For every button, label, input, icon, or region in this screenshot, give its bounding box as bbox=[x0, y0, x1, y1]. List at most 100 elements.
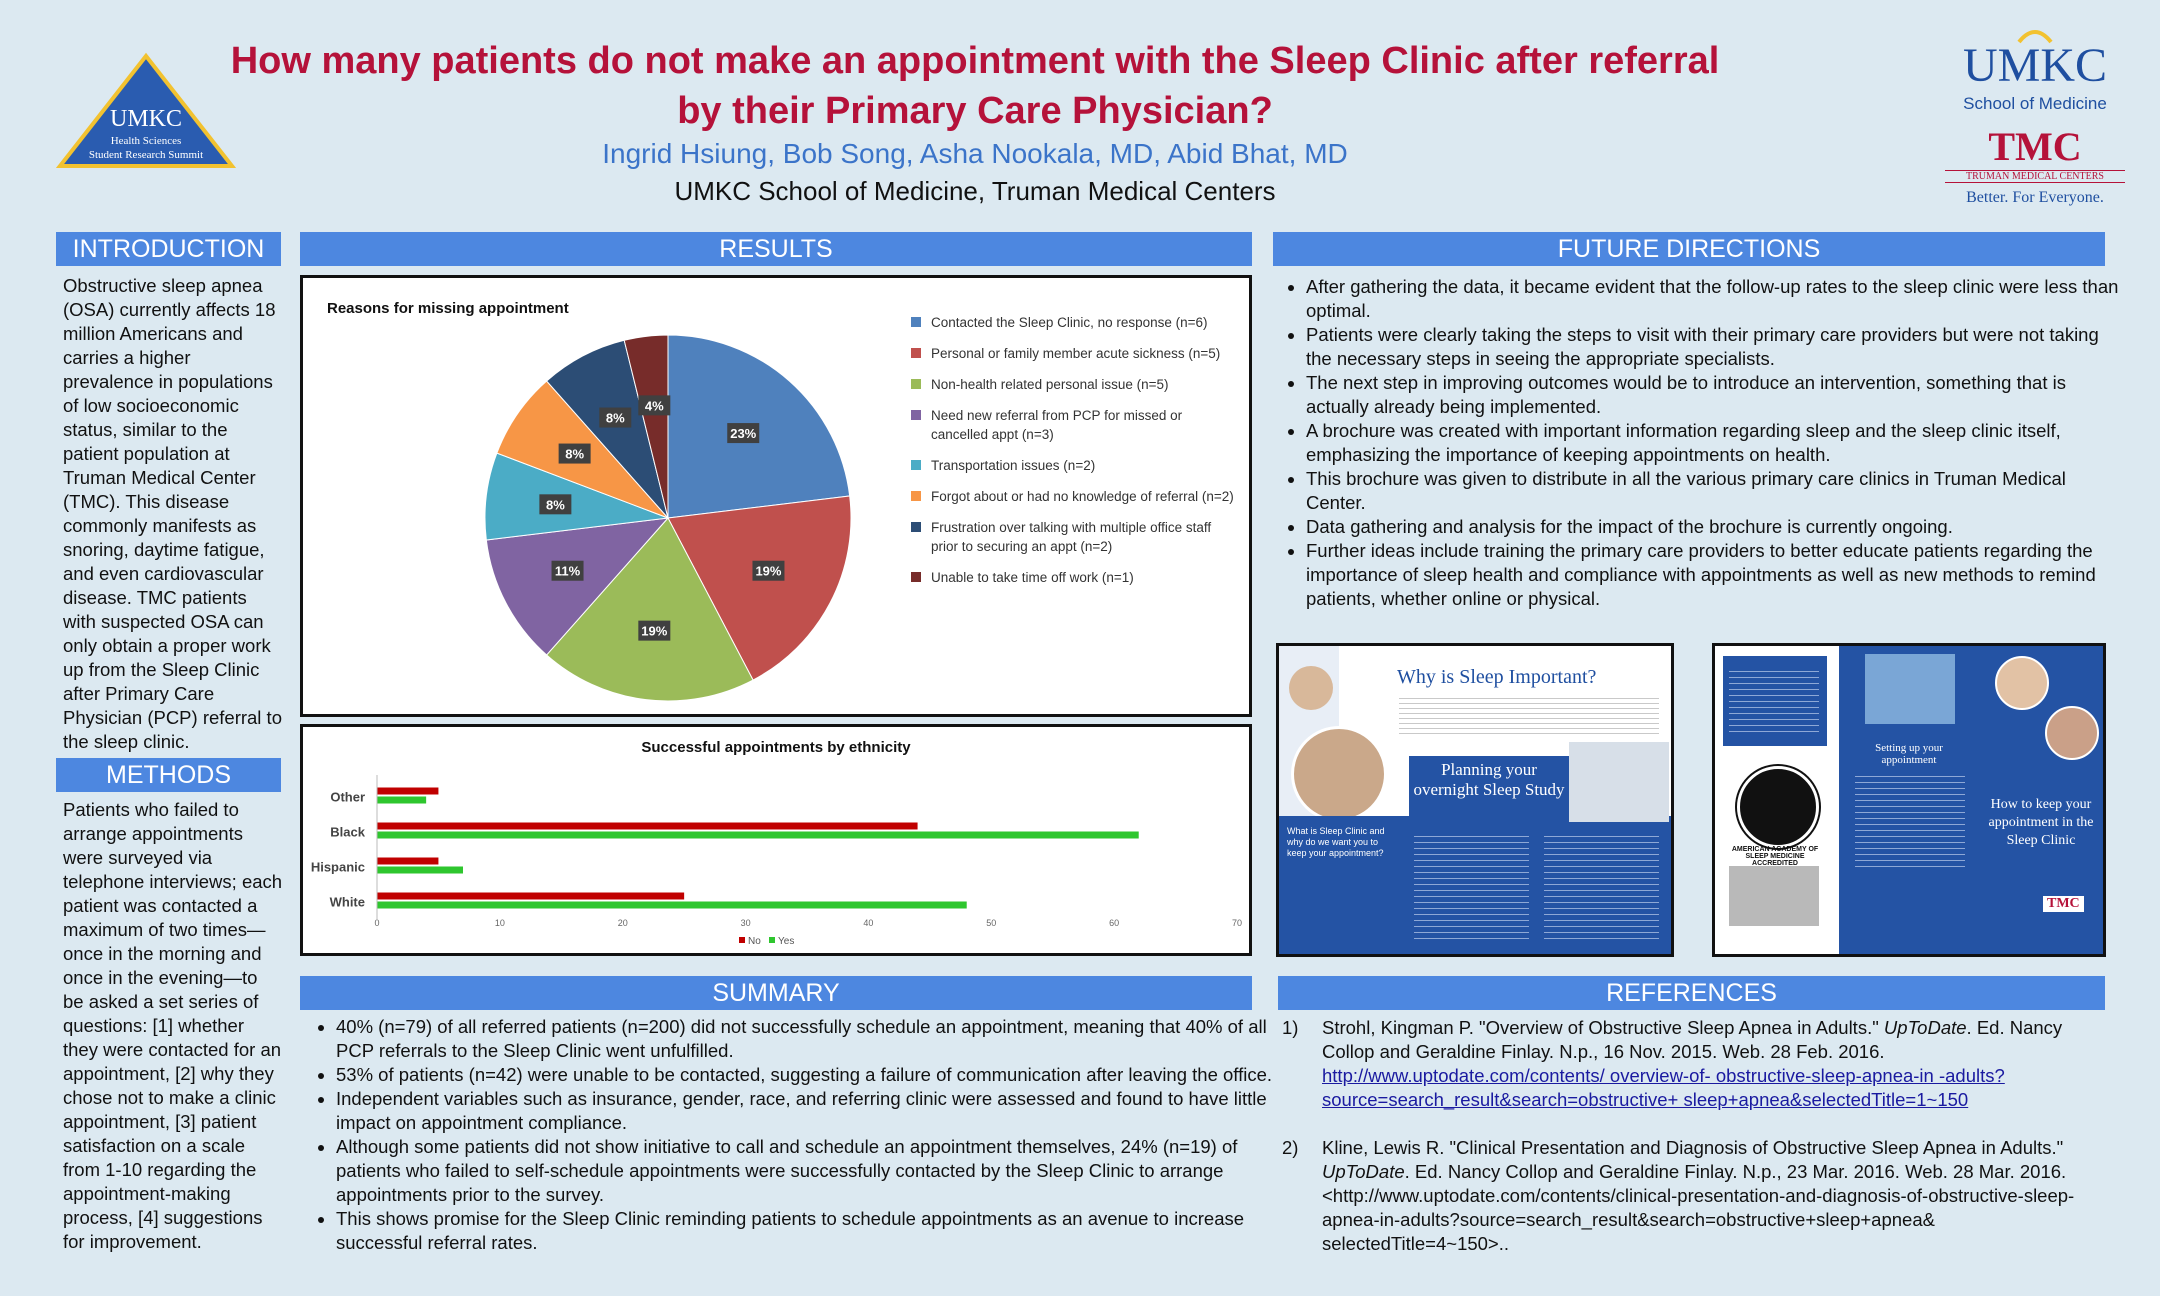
pie-data-label-bg bbox=[551, 560, 584, 581]
pie-data-label-bg bbox=[752, 560, 785, 581]
pie-data-label: 8% bbox=[606, 411, 625, 426]
pie-data-label: 23% bbox=[730, 426, 756, 441]
summary-list: 40% (n=79) of all referred patients (n=2… bbox=[308, 1015, 1276, 1255]
future-directions-list: After gathering the data, it became evid… bbox=[1278, 275, 2128, 611]
methods-header: METHODS bbox=[56, 758, 281, 792]
bar-tick-label: 10 bbox=[495, 918, 505, 928]
bar-legend-swatch bbox=[769, 937, 775, 943]
pie-slice bbox=[545, 517, 754, 702]
legend-label: Contacted the Sleep Clinic, no response … bbox=[931, 315, 1208, 330]
legend-swatch bbox=[911, 491, 921, 501]
pie-chart-title: Reasons for missing appointment bbox=[327, 300, 569, 317]
pie-data-label: 19% bbox=[641, 624, 667, 639]
bar-yes bbox=[377, 796, 427, 804]
summary-item: 53% of patients (n=42) were unable to be… bbox=[336, 1063, 1276, 1087]
pie-legend-item: Personal or family member acute sickness… bbox=[911, 344, 1241, 363]
svg-text:Student Research Summit: Student Research Summit bbox=[89, 149, 203, 161]
pie-chart: 23% 19% 19% 11% 8% 8% 8% 4% bbox=[484, 334, 852, 702]
summary-item: Independent variables such as insurance,… bbox=[336, 1087, 1276, 1135]
pie-legend-item: Contacted the Sleep Clinic, no response … bbox=[911, 313, 1241, 332]
future-directions-header: FUTURE DIRECTIONS bbox=[1273, 232, 2105, 266]
bar-tick-label: 20 bbox=[618, 918, 628, 928]
pie-data-label-bg bbox=[558, 443, 591, 464]
future-direction-item: The next step in improving outcomes woul… bbox=[1306, 371, 2128, 419]
future-direction-item: After gathering the data, it became evid… bbox=[1306, 275, 2128, 323]
authors: Ingrid Hsiung, Bob Song, Asha Nookala, M… bbox=[602, 138, 1348, 169]
pie-data-label-bg bbox=[638, 395, 671, 416]
summary-item: Although some patients did not show init… bbox=[336, 1135, 1276, 1207]
bar-tick-label: 60 bbox=[1109, 918, 1119, 928]
legend-label: Unable to take time off work (n=1) bbox=[931, 570, 1134, 585]
reference-link[interactable]: http://www.uptodate.com/contents/ overvi… bbox=[1322, 1065, 2005, 1110]
pie-slice bbox=[623, 334, 669, 519]
bar-tick-label: 0 bbox=[374, 918, 379, 928]
bar-chart-panel: Successful appointments by ethnicity Oth… bbox=[300, 724, 1252, 956]
bar-no bbox=[377, 787, 439, 795]
aasm-seal bbox=[1737, 766, 1819, 848]
bar-yes bbox=[377, 866, 463, 874]
legend-swatch bbox=[911, 348, 921, 358]
legend-label: Transportation issues (n=2) bbox=[931, 458, 1096, 473]
legend-swatch bbox=[911, 317, 921, 327]
bar-legend-label: Yes bbox=[778, 936, 794, 947]
legend-label: Personal or family member acute sickness… bbox=[931, 346, 1221, 361]
pie-data-label-bg bbox=[727, 423, 760, 444]
tmc-logo: TMC TRUMAN MEDICAL CENTERS Better. For E… bbox=[1935, 126, 2135, 207]
pie-legend-item: Frustration over talking with multiple o… bbox=[911, 518, 1241, 556]
future-direction-item: Further ideas include training the prima… bbox=[1306, 539, 2128, 611]
future-direction-item: Patients were clearly taking the steps t… bbox=[1306, 323, 2128, 371]
bar-legend-swatch bbox=[739, 937, 745, 943]
bar-no bbox=[377, 822, 918, 830]
results-header: RESULTS bbox=[300, 232, 1252, 266]
bar-tick-label: 30 bbox=[741, 918, 751, 928]
bar-category-label: Hispanic bbox=[311, 860, 365, 875]
future-direction-item: Data gathering and analysis for the impa… bbox=[1306, 515, 2128, 539]
umkc-som-logo: UMKC School of Medicine bbox=[1945, 22, 2125, 122]
summary-header: SUMMARY bbox=[300, 976, 1252, 1010]
pie-legend: Contacted the Sleep Clinic, no response … bbox=[911, 313, 1241, 599]
summary-item: 40% (n=79) of all referred patients (n=2… bbox=[336, 1015, 1276, 1063]
bar-category-label: Other bbox=[330, 790, 365, 805]
legend-swatch bbox=[911, 572, 921, 582]
bar-category-label: White bbox=[330, 895, 365, 910]
methods-text: Patients who failed to arrange appointme… bbox=[63, 799, 283, 1252]
pie-legend-item: Need new referral from PCP for missed or… bbox=[911, 406, 1241, 444]
brochure-left: Why is Sleep Important? Planning your ov… bbox=[1276, 643, 1674, 957]
introduction-header: INTRODUCTION bbox=[56, 232, 281, 266]
reference-item: 2) Kline, Lewis R. "Clinical Presentatio… bbox=[1282, 1137, 2075, 1254]
pie-legend-item: Transportation issues (n=2) bbox=[911, 456, 1241, 475]
legend-label: Non-health related personal issue (n=5) bbox=[931, 377, 1169, 392]
bar-category-label: Black bbox=[330, 825, 365, 840]
legend-swatch bbox=[911, 410, 921, 420]
pie-legend-item: Non-health related personal issue (n=5) bbox=[911, 375, 1241, 394]
pie-data-label-bg bbox=[599, 407, 632, 428]
svg-text:UMKC: UMKC bbox=[110, 106, 182, 132]
bar-tick-label: 70 bbox=[1232, 918, 1242, 928]
pie-chart-panel: Reasons for missing appointment 23% 19% 19… bbox=[300, 275, 1252, 717]
references-list: 1) Strohl, Kingman P. "Overview of Obstr… bbox=[1282, 1016, 2098, 1280]
pie-data-label: 19% bbox=[755, 564, 781, 579]
legend-swatch bbox=[911, 379, 921, 389]
bar-tick-label: 40 bbox=[863, 918, 873, 928]
pie-data-label-bg bbox=[638, 620, 671, 641]
pie-legend-item: Forgot about or had no knowledge of refe… bbox=[911, 487, 1241, 506]
pie-data-label: 11% bbox=[555, 564, 581, 579]
bar-no bbox=[377, 892, 685, 900]
pie-slice bbox=[667, 495, 852, 681]
legend-label: Forgot about or had no knowledge of refe… bbox=[931, 489, 1234, 504]
bar-chart-title: Successful appointments by ethnicity bbox=[641, 739, 911, 756]
brochure-right: AMERICAN ACADEMY OF SLEEP MEDICINE ACCRE… bbox=[1712, 643, 2106, 957]
summary-item: This shows promise for the Sleep Clinic … bbox=[336, 1207, 1276, 1255]
pie-data-label: 8% bbox=[565, 447, 584, 462]
legend-swatch bbox=[911, 522, 921, 532]
pie-data-label: 8% bbox=[546, 497, 565, 512]
bar-no bbox=[377, 857, 439, 865]
summit-logo: UMKC Health Sciences Student Research Su… bbox=[55, 52, 237, 170]
bar-yes bbox=[377, 831, 1139, 839]
bar-yes bbox=[377, 901, 967, 909]
references-header: REFERENCES bbox=[1278, 976, 2105, 1010]
legend-swatch bbox=[911, 460, 921, 470]
pie-slice bbox=[485, 517, 670, 656]
poster-title: How many patients do not make an appoint… bbox=[230, 40, 1720, 132]
bar-chart: Other Black Hispanic White 0 10 20 30 40 50 60 70 No… bbox=[311, 775, 1242, 947]
